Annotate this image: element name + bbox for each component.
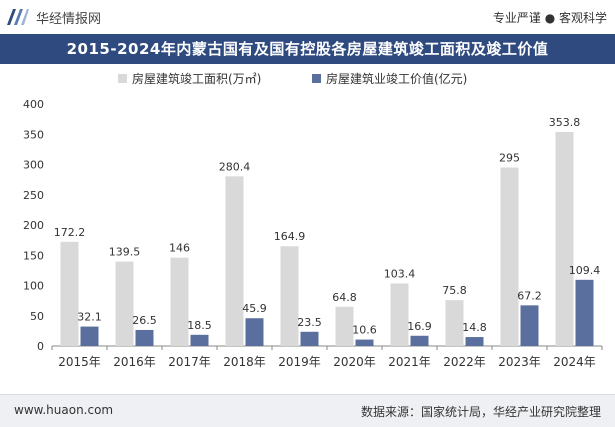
legend-label-1: 房屋建筑业竣工价值(亿元) xyxy=(326,71,467,86)
chart-legend: 房屋建筑竣工面积(万㎡) 房屋建筑业竣工价值(亿元) xyxy=(118,71,467,86)
y-tick-label-5: 250 xyxy=(23,189,44,202)
data-label-1-8: 67.2 xyxy=(517,289,542,302)
x-tick-label-7: 2022年 xyxy=(443,355,486,369)
title-bar: 2015-2024年内蒙古国有及国有控股各房屋建筑竣工面积及竣工价值 xyxy=(0,34,615,64)
bar-1-1 xyxy=(135,329,154,346)
y-tick-label-0: 0 xyxy=(37,340,44,353)
y-tick-label-4: 200 xyxy=(23,219,44,232)
bar-0-7 xyxy=(445,300,464,346)
bar-0-6 xyxy=(390,283,409,346)
bar-0-2 xyxy=(170,257,189,346)
chart-axes: 0 50 100 150 200 250 300 350 400 2015年 2016年 2017年 2… xyxy=(23,98,603,369)
bar-1-0 xyxy=(80,326,99,346)
brand: 华经情报网 xyxy=(6,6,101,28)
bar-0-8 xyxy=(500,167,519,346)
bar-0-3 xyxy=(225,176,244,346)
x-tick-label-0: 2015年 xyxy=(58,355,101,369)
x-tick-label-9: 2024年 xyxy=(553,355,596,369)
chart-area: 房屋建筑竣工面积(万㎡) 房屋建筑业竣工价值(亿元) 0 50 100 150 200 25… xyxy=(0,64,615,394)
tagline: 专业严谨 ● 客观科学 xyxy=(492,11,607,25)
x-tick-label-2: 2017年 xyxy=(168,355,211,369)
data-label-0-5: 64.8 xyxy=(332,291,357,304)
bar-1-9 xyxy=(575,279,594,346)
legend-swatch-1 xyxy=(312,74,321,83)
chart-title: 2015-2024年内蒙古国有及国有控股各房屋建筑竣工面积及竣工价值 xyxy=(66,40,549,58)
data-label-1-0: 32.1 xyxy=(77,311,102,324)
data-label-0-1: 139.5 xyxy=(109,246,141,259)
data-label-0-8: 295 xyxy=(499,152,520,165)
y-tick-label-8: 400 xyxy=(23,98,44,111)
x-tick-label-5: 2020年 xyxy=(333,355,376,369)
bar-0-5 xyxy=(335,306,354,346)
bar-1-7 xyxy=(465,337,484,346)
data-label-0-3: 280.4 xyxy=(219,160,251,173)
bar-chart: 房屋建筑竣工面积(万㎡) 房屋建筑业竣工价值(亿元) 0 50 100 150 200 25… xyxy=(23,71,603,369)
y-tick-label-2: 100 xyxy=(23,280,44,293)
bar-0-9 xyxy=(555,131,574,346)
legend-swatch-0 xyxy=(118,74,127,83)
y-tick-label-6: 300 xyxy=(23,159,44,172)
bar-1-2 xyxy=(190,334,209,346)
data-label-1-7: 14.8 xyxy=(462,321,487,334)
y-tick-label-3: 150 xyxy=(23,249,44,262)
data-label-0-7: 75.8 xyxy=(442,284,467,297)
data-label-1-6: 16.9 xyxy=(407,320,432,333)
brand-name: 华经情报网 xyxy=(36,11,102,27)
x-tick-label-4: 2019年 xyxy=(278,355,321,369)
bar-1-3 xyxy=(245,318,264,346)
bar-0-1 xyxy=(115,261,134,346)
y-tick-label-7: 350 xyxy=(23,128,44,141)
bar-1-8 xyxy=(520,305,539,346)
bar-1-6 xyxy=(410,335,429,346)
x-tick-label-1: 2016年 xyxy=(113,355,156,369)
bar-1-4 xyxy=(300,331,319,346)
huajing-logo-icon xyxy=(7,9,29,25)
footer-bar: www.huaon.com 数据来源：国家统计局，华经产业研究院整理 xyxy=(0,394,615,427)
x-tick-label-8: 2023年 xyxy=(498,355,541,369)
x-tick-label-6: 2021年 xyxy=(388,355,431,369)
legend-label-0: 房屋建筑竣工面积(万㎡) xyxy=(132,71,261,86)
x-tick-label-3: 2018年 xyxy=(223,355,266,369)
chart-bars xyxy=(60,131,594,346)
data-label-1-3: 45.9 xyxy=(242,302,267,315)
data-label-0-9: 353.8 xyxy=(549,116,581,129)
bar-0-4 xyxy=(280,246,299,346)
data-label-1-1: 26.5 xyxy=(132,314,157,327)
chart-data-labels: 172.2 32.1 139.5 26.5 146 18.5 280.4 45.9 164.9 2… xyxy=(54,116,601,337)
data-label-1-5: 10.6 xyxy=(352,324,377,337)
footer-url: www.huaon.com xyxy=(14,403,114,417)
top-header-bar: 华经情报网 专业严谨 ● 客观科学 xyxy=(0,0,615,34)
data-label-0-0: 172.2 xyxy=(54,226,86,239)
bar-1-5 xyxy=(355,339,374,346)
data-label-0-4: 164.9 xyxy=(274,230,306,243)
bar-0-0 xyxy=(60,241,79,346)
data-label-1-4: 23.5 xyxy=(297,316,322,329)
data-label-1-2: 18.5 xyxy=(187,319,212,332)
y-tick-label-1: 50 xyxy=(30,310,44,323)
footer-source: 数据来源：国家统计局，华经产业研究院整理 xyxy=(360,405,601,419)
data-label-1-9: 109.4 xyxy=(569,264,601,277)
data-label-0-6: 103.4 xyxy=(384,267,416,280)
data-label-0-2: 146 xyxy=(169,242,190,255)
